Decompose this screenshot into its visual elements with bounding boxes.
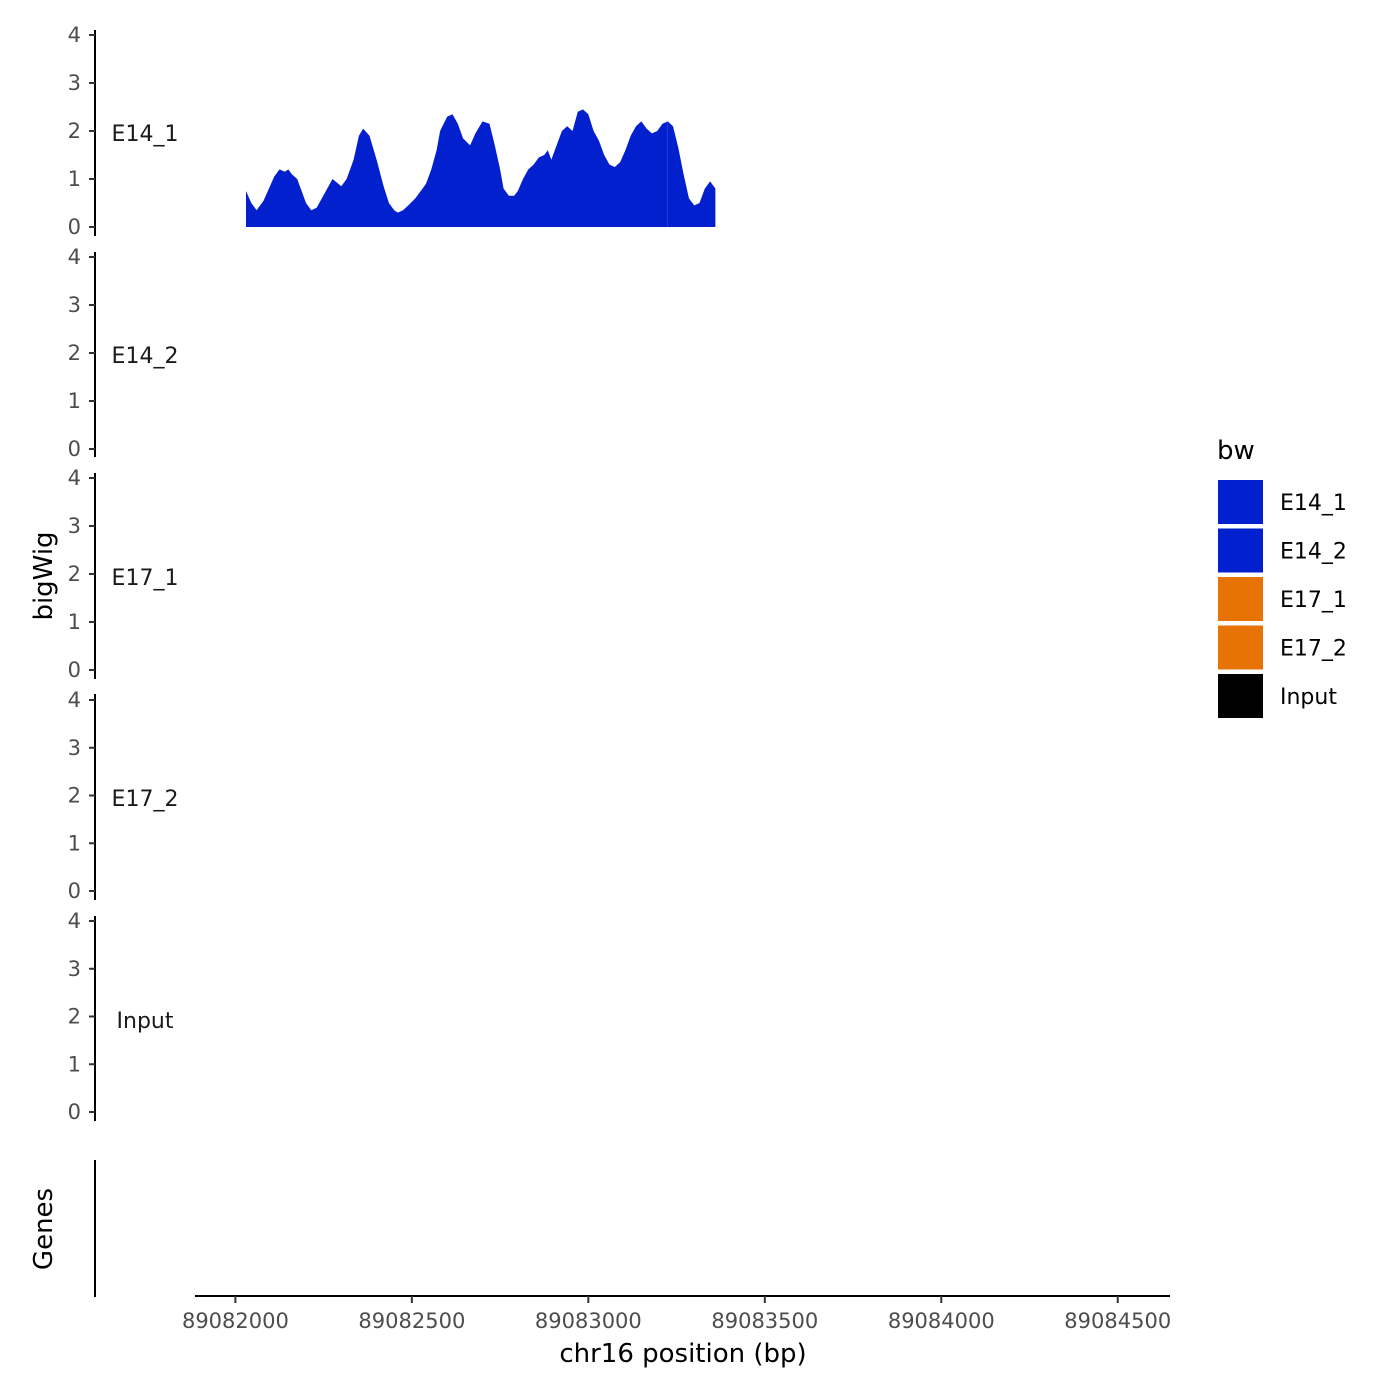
gene-track-title: Genes: [29, 1188, 59, 1270]
y-tick-label: 1: [68, 389, 81, 413]
y-tick-label: 1: [68, 831, 81, 855]
track-label: Input: [117, 1009, 174, 1034]
track-e14-2: 0 1 2 3 4 E14_2: [68, 245, 179, 461]
legend-label: E17_1: [1280, 588, 1347, 613]
x-axis-title: chr16 position (bp): [559, 1339, 806, 1369]
legend-label: Input: [1280, 685, 1337, 710]
y-tick-label: 1: [68, 167, 81, 191]
track-label: E17_2: [112, 787, 179, 812]
track-label: E17_1: [112, 566, 179, 591]
y-tick-label: 3: [68, 514, 81, 538]
signal-area: [246, 109, 668, 227]
signal-area: [667, 121, 716, 227]
legend: bw E14_1 E14_2 E17_1 E17_2 Input: [1217, 436, 1347, 718]
legend-title: bw: [1217, 436, 1255, 466]
y-tick-label: 3: [68, 71, 81, 95]
y-tick-label: 4: [68, 688, 81, 712]
legend-swatch: [1218, 577, 1263, 621]
y-tick-label: 0: [68, 658, 81, 682]
y-tick-label: 4: [68, 909, 81, 933]
y-tick-label: 0: [68, 879, 81, 903]
legend-label: E14_2: [1280, 540, 1347, 565]
y-tick-label: 2: [68, 784, 81, 808]
y-tick-label: 3: [68, 957, 81, 981]
track-label: E14_2: [112, 344, 179, 369]
y-tick-label: 4: [68, 245, 81, 269]
y-tick-label: 2: [68, 1005, 81, 1029]
legend-swatch: [1218, 625, 1263, 670]
y-axis-title: bigWig: [29, 531, 59, 620]
legend-label: E17_2: [1280, 637, 1347, 662]
legend-swatch: [1218, 480, 1263, 524]
signal-tracks: 0 1 2 3 4 E14_1 0 1 2 3 4 E14_2 0 1 2 3 4 E17_1 0 1 2 3 4 E17_2…: [68, 23, 716, 1124]
y-tick-label: 0: [68, 1100, 81, 1124]
y-tick-label: 1: [68, 1052, 81, 1076]
x-tick-label: 89084500: [1064, 1309, 1171, 1333]
y-tick-label: 0: [68, 437, 81, 461]
x-tick-label: 89084000: [888, 1309, 995, 1333]
track-e17-2: 0 1 2 3 4 E17_2: [68, 688, 179, 903]
track-input: 0 1 2 3 4 Input: [68, 909, 174, 1124]
track-e17-1: 0 1 2 3 4 E17_1: [68, 466, 179, 682]
legend-label: E14_1: [1280, 491, 1347, 516]
y-tick-label: 0: [68, 215, 81, 239]
y-tick-label: 1: [68, 610, 81, 634]
y-tick-label: 2: [68, 562, 81, 586]
track-label: E14_1: [112, 122, 179, 147]
legend-swatch: [1218, 674, 1263, 718]
y-tick-label: 4: [68, 23, 81, 47]
x-tick-label: 89083500: [711, 1309, 818, 1333]
x-tick-label: 89083000: [535, 1309, 642, 1333]
x-axis: 89082000 89082500 89083000 89083500 89084000…: [182, 1295, 1171, 1333]
x-tick-label: 89082500: [358, 1309, 465, 1333]
y-tick-label: 2: [68, 341, 81, 365]
y-tick-label: 4: [68, 466, 81, 490]
y-tick-label: 3: [68, 293, 81, 317]
y-tick-label: 2: [68, 119, 81, 143]
x-tick-label: 89082000: [182, 1309, 289, 1333]
y-tick-label: 3: [68, 736, 81, 760]
track-e14-1: 0 1 2 3 4 E14_1: [68, 23, 716, 239]
legend-swatch: [1218, 528, 1263, 573]
